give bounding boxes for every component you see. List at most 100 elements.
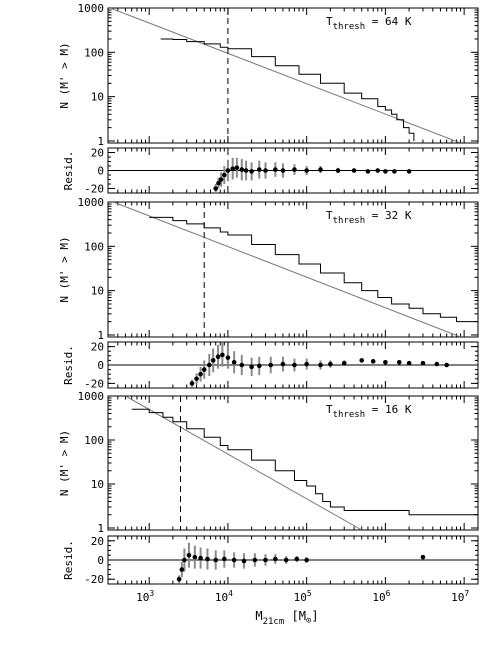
residual-point bbox=[304, 361, 309, 367]
residual-point bbox=[231, 359, 237, 365]
residual-point bbox=[222, 556, 227, 562]
threshold-annotation: Tthresh = 32 K bbox=[326, 209, 412, 226]
panel-2: -20 0 20 Resid. bbox=[62, 147, 479, 196]
residual-point bbox=[335, 168, 341, 173]
residual-point bbox=[231, 557, 237, 563]
residual-point bbox=[210, 358, 216, 363]
residual-point bbox=[304, 557, 309, 563]
residual-point bbox=[292, 167, 297, 172]
residual-point bbox=[239, 362, 245, 368]
y-tick-label: 0 bbox=[97, 359, 104, 372]
powerlaw-fit-line bbox=[110, 8, 461, 143]
residual-point bbox=[328, 361, 333, 367]
residual-point bbox=[294, 556, 300, 562]
panel-5: 1 10 100 1000 N (M' > M) Tthresh = 16 K bbox=[58, 390, 479, 535]
residual-point bbox=[234, 165, 240, 171]
residual-point bbox=[268, 362, 274, 368]
residual-point bbox=[205, 556, 210, 562]
residual-point bbox=[359, 358, 364, 363]
residual-point bbox=[186, 552, 192, 558]
residual-point bbox=[230, 166, 235, 171]
cumulative-curve bbox=[149, 216, 478, 323]
panel-3: 1 10 100 1000 N (M' > M) Tthresh = 32 K bbox=[58, 196, 479, 342]
residual-point bbox=[444, 362, 449, 368]
threshold-annotation: Tthresh = 64 K bbox=[326, 15, 412, 32]
y-tick-label: 1000 bbox=[78, 196, 105, 209]
residual-point bbox=[216, 180, 221, 186]
y-tick-label: -20 bbox=[84, 377, 104, 390]
residual-point bbox=[318, 362, 323, 368]
y-axis-label: N (M' > M) bbox=[58, 430, 71, 496]
cumulative-curve bbox=[131, 408, 478, 516]
residual-point bbox=[318, 167, 323, 172]
powerlaw-fit-line bbox=[113, 202, 461, 337]
powerlaw-fit-line bbox=[125, 396, 362, 530]
residual-point bbox=[182, 557, 187, 563]
residual-point bbox=[220, 352, 225, 358]
residual-point bbox=[176, 576, 182, 582]
residual-point bbox=[256, 167, 262, 172]
residual-point bbox=[213, 186, 219, 191]
y-tick-label: 1000 bbox=[78, 2, 105, 15]
y-tick-label: 100 bbox=[84, 434, 104, 447]
panel-1: 1 10 100 1000 N (M' > M) Tthresh = 64 K bbox=[58, 2, 479, 148]
y-tick-label: 100 bbox=[84, 46, 104, 59]
y-tick-label: -20 bbox=[84, 183, 104, 196]
residual-point bbox=[249, 364, 254, 370]
x-tick-label: 103 bbox=[136, 589, 154, 604]
residual-point bbox=[406, 360, 412, 366]
residual-point bbox=[192, 554, 198, 560]
residual-point bbox=[243, 168, 249, 173]
residual-point bbox=[179, 567, 185, 572]
plot-frame bbox=[107, 201, 479, 338]
threshold-annotation: Tthresh = 16 K bbox=[326, 403, 412, 420]
residual-point bbox=[383, 359, 388, 365]
y-tick-label: 10 bbox=[91, 478, 104, 491]
y-tick-label: 1 bbox=[97, 135, 104, 148]
y-tick-label: 100 bbox=[84, 240, 104, 253]
y-tick-label: 0 bbox=[97, 554, 104, 567]
residual-point bbox=[434, 361, 440, 367]
residual-point bbox=[396, 359, 402, 365]
residual-point bbox=[383, 169, 388, 174]
residual-point bbox=[198, 555, 203, 561]
residual-point bbox=[273, 556, 278, 562]
residual-point bbox=[283, 557, 289, 563]
residual-point bbox=[273, 167, 278, 172]
residual-point bbox=[206, 362, 212, 368]
residual-point bbox=[241, 558, 247, 564]
residual-point bbox=[420, 554, 426, 560]
residual-point bbox=[252, 557, 258, 563]
residual-point bbox=[218, 177, 224, 182]
x-tick-label: 105 bbox=[294, 589, 312, 604]
residual-point bbox=[263, 168, 268, 173]
residual-point bbox=[222, 172, 227, 178]
y-tick-label: 20 bbox=[91, 147, 104, 160]
y-tick-label: 20 bbox=[91, 535, 104, 548]
y-tick-label: 10 bbox=[91, 91, 104, 104]
panel-6: -20 0 20 Resid. 103 104 105 106 107 M21cm [M⊙] bbox=[62, 535, 479, 627]
residual-point bbox=[392, 169, 397, 174]
residual-point bbox=[198, 371, 203, 377]
y-tick-label: 1000 bbox=[78, 390, 105, 403]
residual-point bbox=[213, 557, 219, 563]
y-axis-label: N (M' > M) bbox=[58, 236, 71, 302]
residual-point bbox=[263, 557, 268, 563]
residual-point bbox=[280, 168, 286, 173]
x-tick-label: 107 bbox=[451, 589, 469, 604]
residual-point bbox=[292, 362, 297, 368]
residual-point bbox=[215, 354, 221, 360]
y-axis-label: N (M' > M) bbox=[58, 42, 71, 108]
x-tick-label: 104 bbox=[215, 589, 233, 604]
y-tick-label: 20 bbox=[91, 341, 104, 354]
y-tick-label: 10 bbox=[91, 285, 104, 298]
y-axis-label: Resid. bbox=[62, 540, 75, 580]
residual-point bbox=[406, 169, 412, 174]
residual-point bbox=[420, 360, 426, 366]
x-axis-label: M21cm [M⊙] bbox=[255, 609, 318, 627]
residual-point bbox=[256, 363, 262, 369]
residual-point bbox=[225, 168, 231, 173]
residual-point bbox=[280, 361, 286, 367]
y-axis-label: Resid. bbox=[62, 345, 75, 385]
